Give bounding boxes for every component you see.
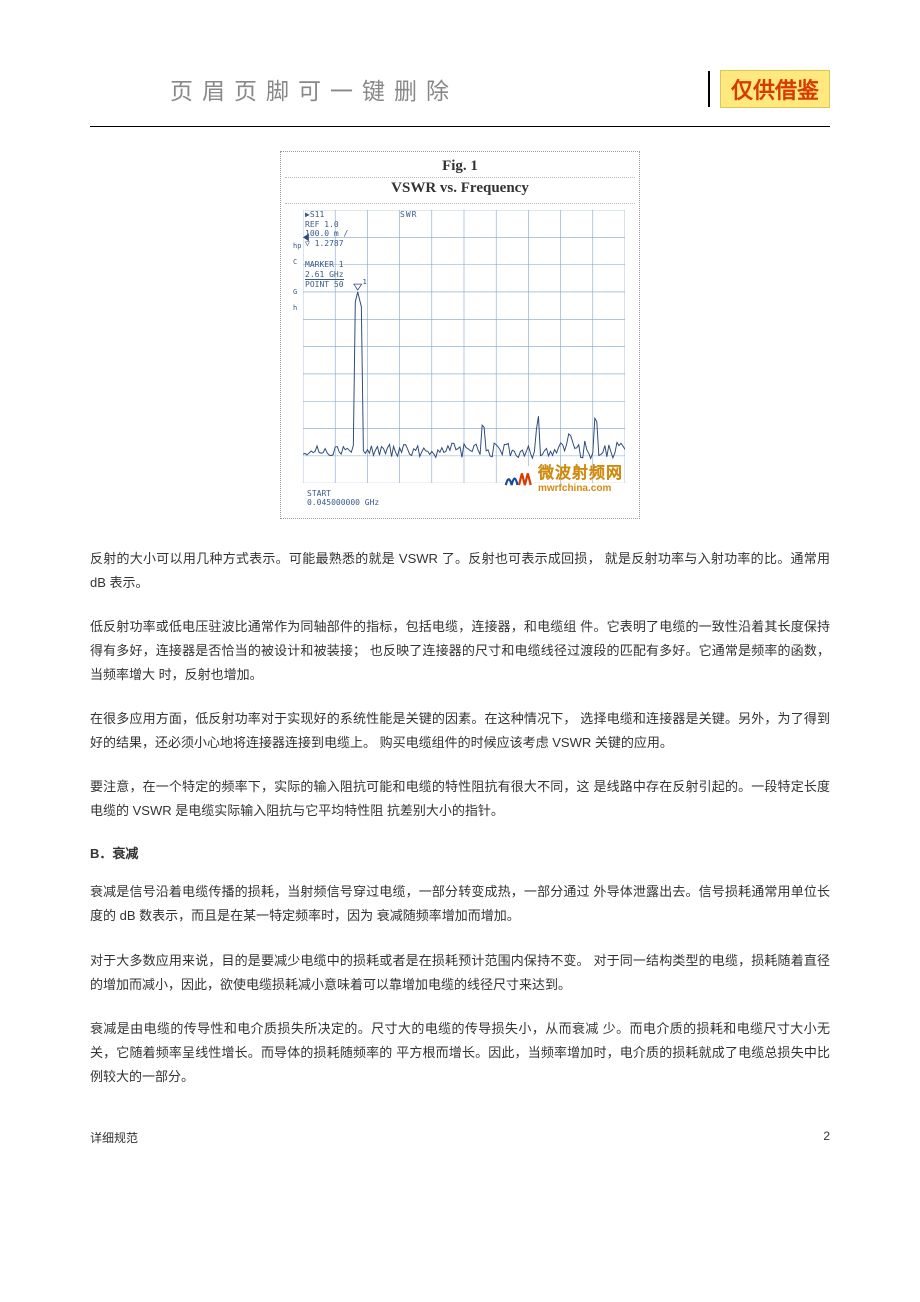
figure-container: Fig. 1 VSWR vs. Frequency 1 ▶S11 REF 1.0… (90, 151, 830, 519)
chart-left-c: C (293, 258, 301, 266)
chart-swr: SWR (400, 210, 417, 220)
chart-ref: REF 1.0 (305, 220, 348, 230)
paragraph-1: 反射的大小可以用几种方式表示。可能最熟悉的就是 VSWR 了。反射也可表示成回损… (90, 547, 830, 595)
marker-l3: POINT 50 (305, 280, 344, 290)
marker-l2: 2.61 GHz (305, 270, 344, 281)
chart-left-h: h (293, 304, 301, 312)
header-right: 仅供借鉴 (708, 70, 830, 108)
figure-title: Fig. 1 (285, 156, 635, 178)
watermark-text: 微波射频网 mwrfchina.com (538, 459, 623, 494)
paragraph-7: 衰减是由电缆的传导性和电介质损失所决定的。尺寸大的电缆的传导损失小，从而衰减 少… (90, 1017, 830, 1089)
chart-s11: ▶S11 (305, 210, 348, 220)
marker-l1: MARKER 1 (305, 260, 344, 270)
paragraph-6: 对于大多数应用来说，目的是要减少电缆中的损耗或者是在损耗预计范围内保持不变。 对… (90, 949, 830, 997)
chart-area: 1 ▶S11 REF 1.0 100.0 m / ▽ 1.2787 SWR hp… (291, 210, 629, 510)
header-divider (708, 71, 710, 107)
footer-left: 详细规范 (90, 1129, 138, 1146)
header-rule (90, 126, 830, 127)
paragraph-3: 在很多应用方面，低反射功率对于实现好的系统性能是关键的因素。在这种情况下， 选择… (90, 707, 830, 755)
paragraph-4: 要注意，在一个特定的频率下，实际的输入阻抗可能和电缆的特性阻抗有很大不同，这 是… (90, 775, 830, 823)
paragraph-5: 衰减是信号沿着电缆传播的损耗，当射频信号穿过电缆，一部分转变成热，一部分通过 外… (90, 880, 830, 928)
start-l2: 0.045000000 GHz (307, 498, 379, 508)
watermark-en: mwrfchina.com (538, 483, 611, 494)
chart-start: START 0.045000000 GHz (307, 489, 379, 508)
chart-marker: MARKER 1 2.61 GHz POINT 50 (305, 260, 344, 290)
header-badge: 仅供借鉴 (720, 70, 830, 108)
chart-left-g: G (293, 288, 301, 296)
chart-svg: 1 (303, 210, 625, 483)
paragraph-2: 低反射功率或低电压驻波比通常作为同轴部件的指标，包括电缆，连接器，和电缆组 件。… (90, 615, 830, 687)
chart-left-hp: hp (293, 242, 301, 250)
header-title: 页眉页脚可一键删除 (90, 72, 458, 106)
section-heading-b: B．衰减 (90, 843, 830, 862)
watermark-cn: 微波射频网 (538, 459, 623, 483)
chart-left-labels: hp C G h (293, 242, 301, 320)
chart-scale: 100.0 m / (305, 229, 348, 239)
watermark-logo-icon (504, 466, 534, 488)
chart-info: ▶S11 REF 1.0 100.0 m / ▽ 1.2787 SWR (305, 210, 348, 248)
page-footer: 详细规范 2 (90, 1129, 830, 1146)
figure-subtitle: VSWR vs. Frequency (285, 178, 635, 204)
svg-text:1: 1 (363, 278, 367, 286)
start-l1: START (307, 489, 379, 499)
figure: Fig. 1 VSWR vs. Frequency 1 ▶S11 REF 1.0… (280, 151, 640, 519)
page-header: 页眉页脚可一键删除 仅供借鉴 (90, 70, 830, 108)
chart-val: ▽ 1.2787 (305, 239, 348, 249)
footer-right: 2 (823, 1129, 830, 1146)
watermark: 微波射频网 mwrfchina.com (504, 459, 623, 494)
